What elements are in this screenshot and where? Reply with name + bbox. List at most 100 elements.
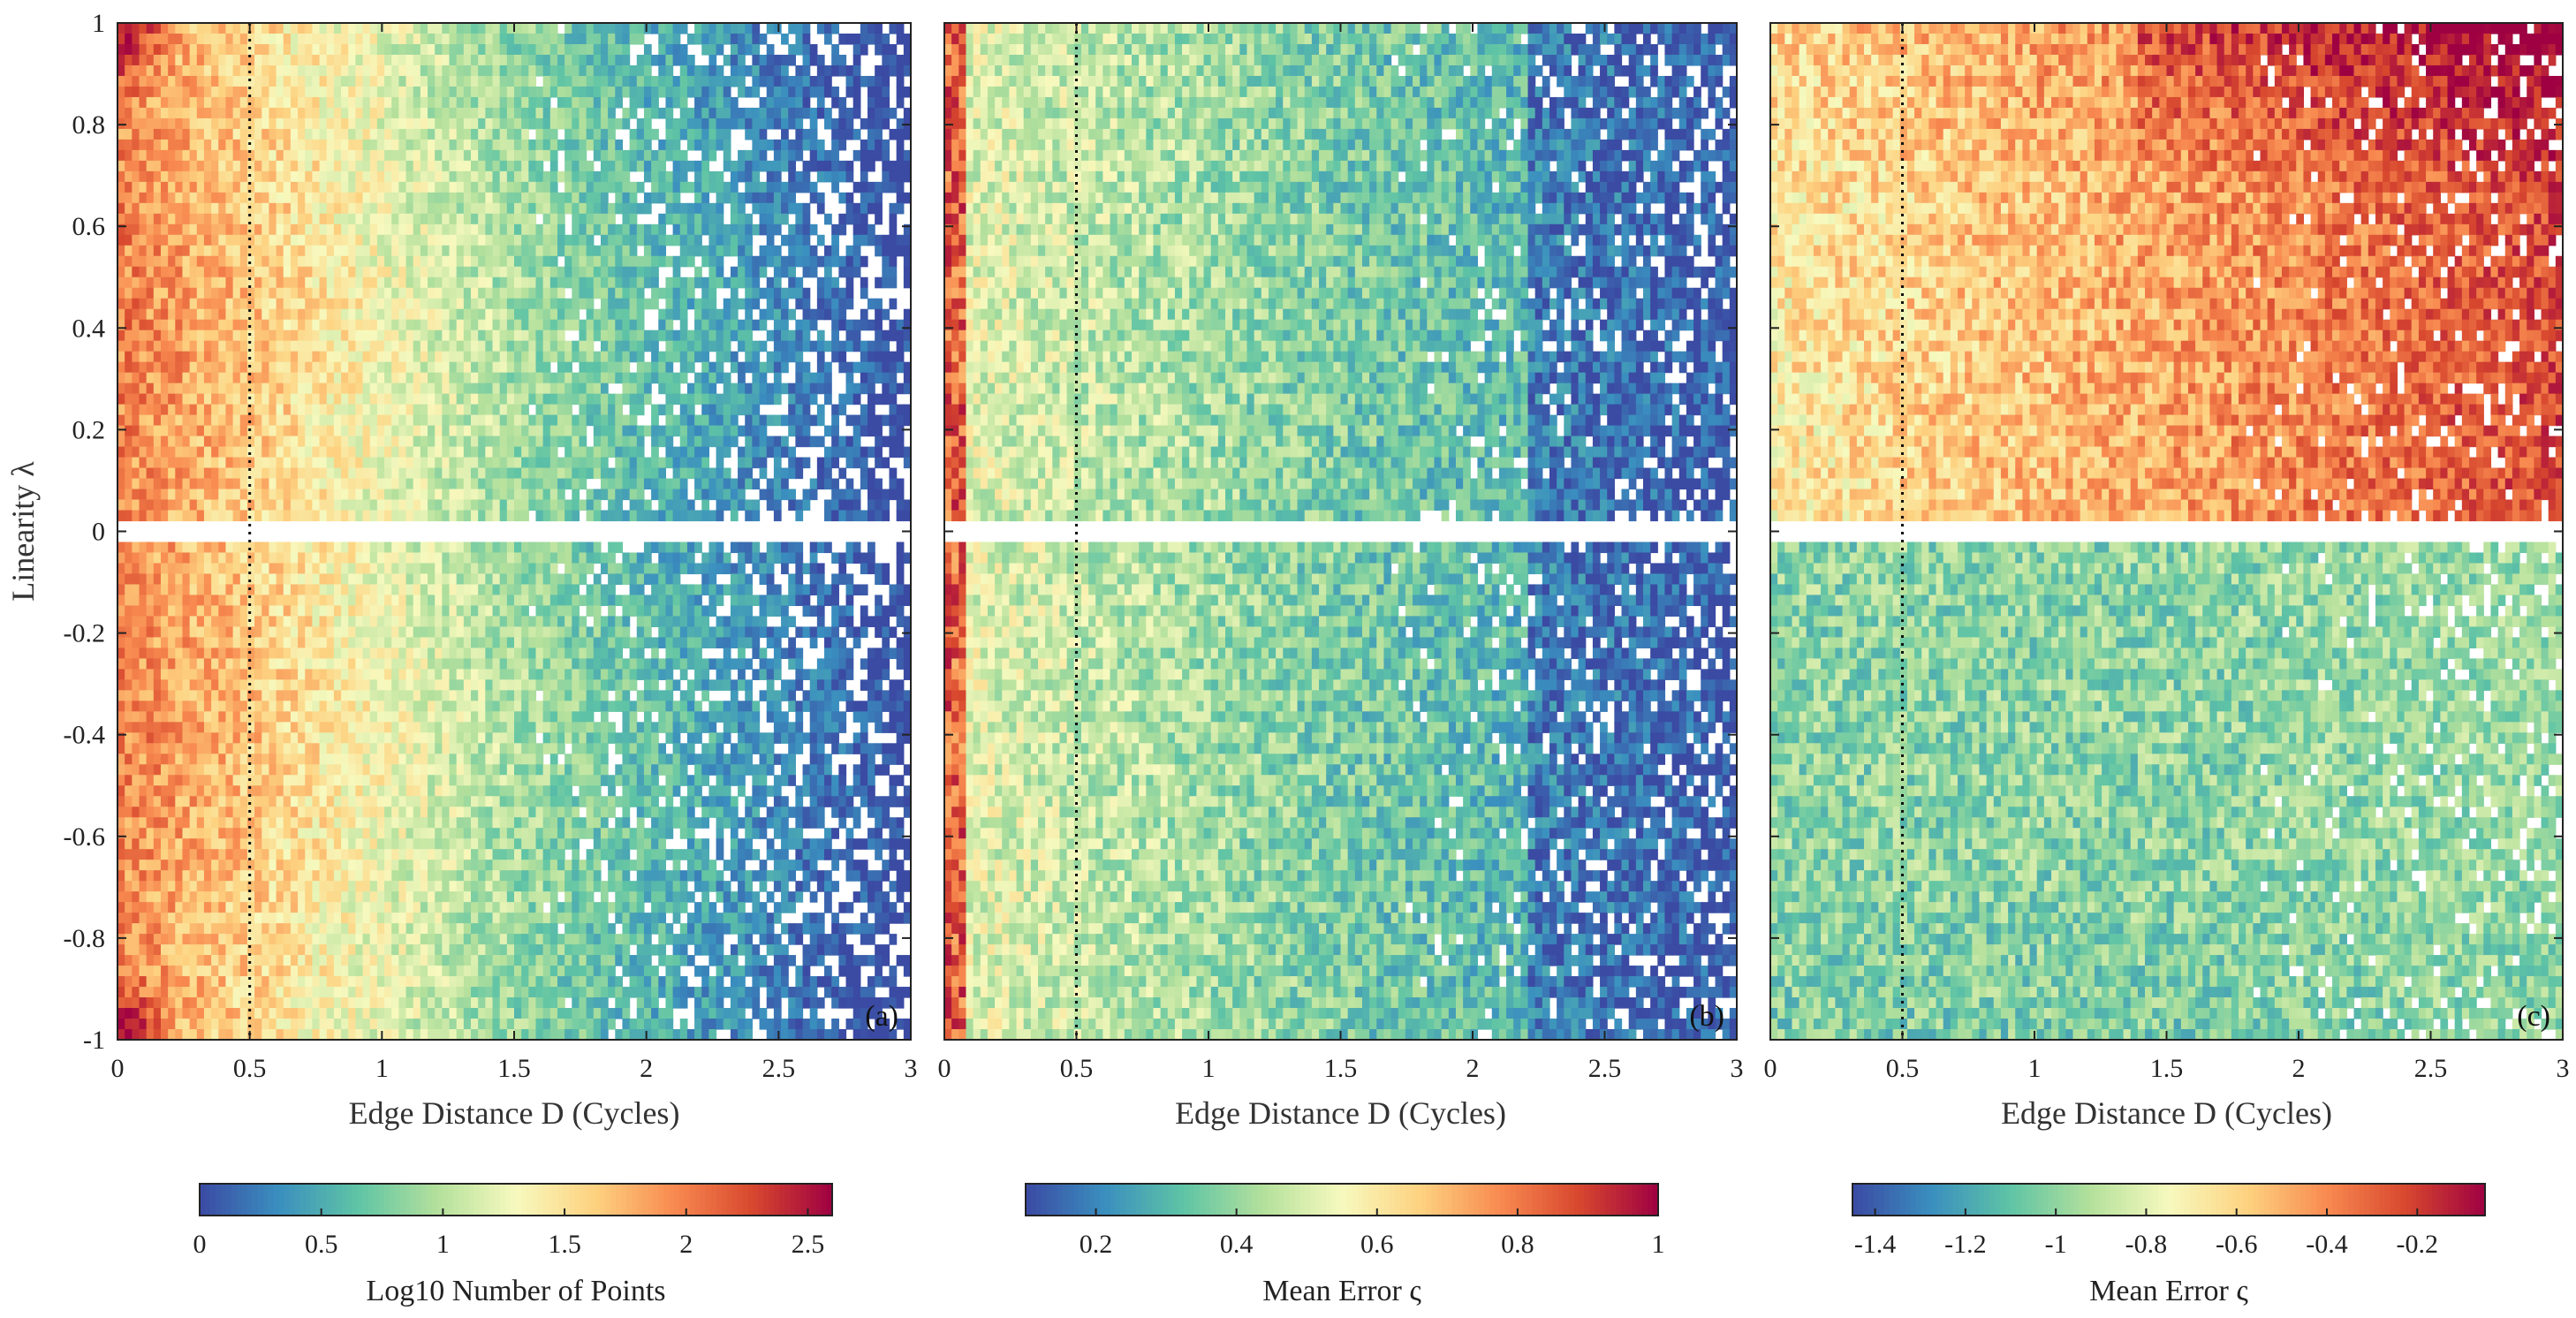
heatmap-cell bbox=[125, 276, 133, 289]
heatmap-cell bbox=[391, 340, 399, 352]
heatmap-cell bbox=[132, 1029, 140, 1041]
heatmap-cell bbox=[239, 743, 248, 754]
heatmap-cell bbox=[485, 701, 494, 712]
heatmap-cell bbox=[355, 976, 364, 988]
heatmap-cell bbox=[246, 955, 255, 966]
heatmap-cell bbox=[276, 192, 284, 204]
heatmap-cell bbox=[225, 828, 234, 839]
heatmap-cell bbox=[132, 732, 140, 744]
heatmap-cell bbox=[218, 637, 227, 648]
heatmap-cell bbox=[283, 361, 292, 374]
heatmap-cell bbox=[305, 584, 314, 596]
heatmap-cell bbox=[239, 944, 248, 956]
heatmap-cell bbox=[153, 552, 162, 564]
heatmap-cell bbox=[420, 170, 428, 183]
heatmap-cell bbox=[369, 192, 378, 204]
heatmap-cell bbox=[384, 467, 392, 480]
heatmap-cell bbox=[203, 711, 212, 723]
heatmap-cell bbox=[132, 276, 140, 289]
heatmap-cell bbox=[283, 679, 292, 691]
heatmap-cell bbox=[355, 489, 364, 501]
heatmap-cell bbox=[312, 775, 321, 786]
heatmap-cell bbox=[413, 298, 421, 310]
heatmap-cell bbox=[456, 436, 465, 448]
heatmap-cell bbox=[348, 595, 356, 607]
heatmap-cell bbox=[117, 1029, 125, 1041]
heatmap-cell bbox=[298, 849, 306, 860]
heatmap-cell bbox=[305, 75, 314, 87]
heatmap-cell bbox=[305, 658, 314, 670]
heatmap-cell bbox=[413, 934, 421, 945]
heatmap-cell bbox=[175, 754, 184, 765]
heatmap-cell bbox=[283, 414, 292, 427]
heatmap-cell bbox=[355, 669, 364, 680]
heatmap-cell bbox=[298, 648, 306, 659]
heatmap-cell bbox=[189, 584, 198, 596]
heatmap-cell bbox=[435, 870, 443, 882]
heatmap-cell bbox=[398, 64, 407, 77]
heatmap-cell bbox=[362, 764, 371, 776]
heatmap-cell bbox=[333, 446, 342, 458]
heatmap-cell bbox=[218, 181, 227, 193]
heatmap-cell bbox=[175, 616, 184, 628]
heatmap-cell bbox=[283, 372, 292, 384]
heatmap-cell bbox=[218, 86, 227, 98]
heatmap-cell bbox=[261, 436, 270, 448]
heatmap-cell bbox=[218, 128, 227, 140]
heatmap-cell bbox=[478, 1029, 486, 1041]
heatmap-cell bbox=[348, 923, 356, 935]
heatmap-cell bbox=[355, 308, 364, 321]
heatmap-cell bbox=[485, 775, 494, 786]
heatmap-cell bbox=[218, 626, 227, 638]
heatmap-cell bbox=[312, 849, 321, 860]
heatmap-cell bbox=[261, 860, 270, 871]
heatmap-cell bbox=[456, 213, 465, 225]
heatmap-cell bbox=[132, 383, 140, 395]
heatmap-cell bbox=[146, 213, 155, 225]
heatmap-cell bbox=[239, 573, 248, 586]
heatmap-cell bbox=[362, 913, 371, 924]
heatmap-cell bbox=[203, 891, 212, 903]
heatmap-cell bbox=[276, 107, 284, 119]
heatmap-cell bbox=[290, 913, 299, 924]
heatmap-cell bbox=[196, 467, 205, 480]
heatmap-cell bbox=[125, 414, 133, 427]
heatmap-cell bbox=[160, 669, 169, 680]
heatmap-cell bbox=[362, 436, 371, 448]
heatmap-cell bbox=[362, 86, 371, 98]
heatmap-cell bbox=[146, 319, 155, 331]
heatmap-cell bbox=[261, 785, 270, 797]
heatmap-cell bbox=[471, 966, 479, 977]
heatmap-cell bbox=[449, 202, 458, 215]
heatmap-cell bbox=[369, 595, 378, 607]
heatmap-cell bbox=[333, 743, 342, 754]
heatmap-cell bbox=[246, 308, 255, 321]
heatmap-cell bbox=[312, 976, 321, 988]
heatmap-cell bbox=[362, 160, 371, 172]
heatmap-cell bbox=[362, 128, 371, 140]
heatmap-cell bbox=[362, 955, 371, 966]
heatmap-cell bbox=[420, 679, 428, 691]
heatmap-cell bbox=[449, 446, 458, 458]
heatmap-cell bbox=[405, 764, 414, 776]
heatmap-cell bbox=[246, 1029, 255, 1041]
heatmap-cell bbox=[232, 1019, 241, 1030]
heatmap-cell bbox=[232, 86, 241, 98]
heatmap-cell bbox=[298, 499, 306, 511]
heatmap-cell bbox=[478, 616, 486, 628]
heatmap-cell bbox=[160, 637, 169, 648]
heatmap-cell bbox=[246, 139, 255, 151]
heatmap-cell bbox=[269, 383, 277, 395]
heatmap-cell bbox=[139, 425, 148, 437]
heatmap-cell bbox=[160, 976, 169, 988]
heatmap-cell bbox=[269, 308, 277, 321]
heatmap-cell bbox=[312, 966, 321, 977]
heatmap-cell bbox=[276, 902, 284, 913]
heatmap-cell bbox=[203, 552, 212, 564]
heatmap-cell bbox=[218, 616, 227, 628]
heatmap-cell bbox=[218, 976, 227, 988]
heatmap-cell bbox=[428, 170, 436, 183]
heatmap-cell bbox=[298, 117, 306, 130]
heatmap-cell bbox=[189, 849, 198, 860]
heatmap-cell bbox=[225, 319, 234, 331]
